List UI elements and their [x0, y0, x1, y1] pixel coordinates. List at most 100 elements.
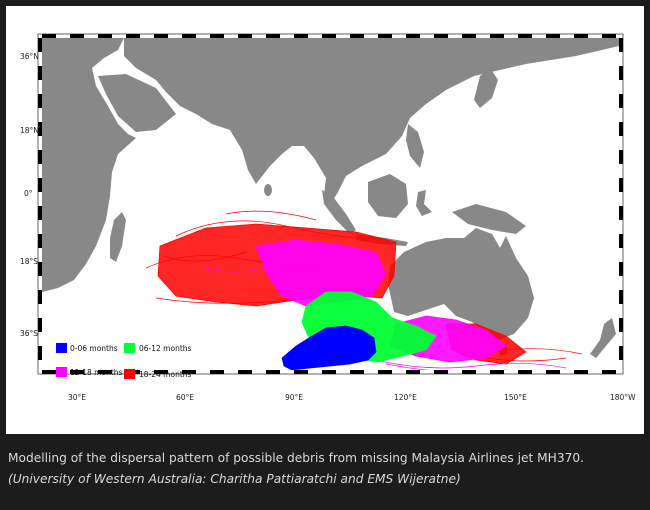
lat-tick-18s: 18°S: [20, 257, 38, 266]
philippines: [406, 124, 424, 168]
new-guinea: [452, 204, 526, 234]
legend-label-18-24: 18-24 months: [139, 370, 192, 379]
asia-landmass: [124, 38, 619, 202]
frame-segment: [38, 318, 42, 332]
frame-segment: [210, 34, 224, 38]
frame-segment: [518, 370, 532, 374]
frame-segment: [619, 94, 623, 108]
sumatra: [322, 190, 356, 234]
frame-segment: [560, 370, 574, 374]
frame-segment: [84, 34, 98, 38]
frame-segment: [518, 34, 532, 38]
frame-segment: [619, 122, 623, 136]
frame-segment: [38, 220, 42, 234]
frame-segment: [168, 370, 182, 374]
frame-segment: [38, 150, 42, 164]
frame-segment: [619, 304, 623, 318]
frame-segment: [619, 178, 623, 192]
frame-segment: [42, 34, 56, 38]
frame-segment: [616, 34, 619, 38]
frame-segment: [294, 34, 308, 38]
frame-segment: [602, 370, 616, 374]
frame-segment: [434, 370, 448, 374]
frame-segment: [619, 234, 623, 248]
frame-segment: [38, 122, 42, 136]
frame-segment: [224, 34, 238, 38]
madagascar: [110, 212, 126, 262]
frame-segment: [504, 370, 518, 374]
frame-segment: [266, 34, 280, 38]
frame-segment: [38, 262, 42, 276]
frame-segment: [38, 38, 42, 52]
frame-segment: [294, 370, 308, 374]
lon-tick-150e: 150°E: [504, 393, 527, 402]
debris-dispersal-map: 36°N 18°N 0° 18°S 36°S 30°E 60°E 90°E 12…: [20, 33, 636, 402]
frame-segment: [619, 192, 623, 206]
frame-segment: [238, 34, 252, 38]
frame-segment: [350, 370, 364, 374]
frame-segment: [280, 34, 294, 38]
caption-text: Modelling of the dispersal pattern of po…: [8, 451, 584, 465]
frame-segment: [38, 234, 42, 248]
legend-label-06-12: 06-12 months: [139, 344, 192, 353]
frame-segment: [280, 370, 294, 374]
frame-segment: [546, 370, 560, 374]
frame-segment: [38, 192, 42, 206]
frame-segment: [336, 34, 350, 38]
lon-tick-60e: 60°E: [176, 393, 194, 402]
frame-segment: [602, 34, 616, 38]
frame-segment: [38, 346, 42, 360]
frame-segment: [619, 220, 623, 234]
lat-tick-0: 0°: [24, 189, 33, 198]
frame-segment: [462, 34, 476, 38]
frame-segment: [490, 34, 504, 38]
frame-segment: [140, 34, 154, 38]
frame-segment: [182, 34, 196, 38]
lon-tick-90e: 90°E: [285, 393, 303, 402]
debris-0-06-months: [281, 325, 377, 370]
frame-segment: [70, 34, 84, 38]
frame-segment: [308, 34, 322, 38]
frame-segment: [378, 370, 392, 374]
lat-tick-36s: 36°S: [20, 329, 38, 338]
debris-12-18-months: [205, 239, 567, 370]
frame-segment: [112, 370, 126, 374]
legend-swatch-0-06: [56, 343, 67, 353]
legend-swatch-06-12: [124, 343, 135, 353]
lon-tick-30e: 30°E: [68, 393, 86, 402]
frame-segment: [448, 34, 462, 38]
frame-segment: [392, 370, 406, 374]
frame-segment: [126, 34, 140, 38]
frame-segment: [38, 290, 42, 304]
frame-segment: [619, 318, 623, 332]
frame-segment: [619, 150, 623, 164]
borneo: [368, 174, 408, 218]
frame-segment: [420, 34, 434, 38]
frame-segment: [70, 370, 84, 374]
frame-segment: [434, 34, 448, 38]
lat-tick-18n: 18°N: [20, 126, 39, 135]
frame-segment: [574, 34, 588, 38]
frame-segment: [238, 370, 252, 374]
frame-segment: [336, 370, 350, 374]
frame-segment: [616, 370, 619, 374]
frame-segment: [322, 34, 336, 38]
arabia-landmass: [98, 74, 176, 132]
frame-segment: [546, 34, 560, 38]
frame-segment: [619, 52, 623, 66]
frame-segment: [619, 80, 623, 94]
frame-segment: [619, 248, 623, 262]
frame-segment: [364, 370, 378, 374]
frame-segment: [619, 108, 623, 122]
frame-segment: [210, 370, 224, 374]
frame-segment: [532, 370, 546, 374]
frame-segment: [38, 66, 42, 80]
frame-segment: [619, 206, 623, 220]
frame-segment: [574, 370, 588, 374]
legend-swatch-12-18: [56, 367, 67, 377]
frame-segment: [588, 370, 602, 374]
frame-segment: [38, 94, 42, 108]
frame-segment: [38, 136, 42, 150]
frame-segment: [140, 370, 154, 374]
legend-swatch-18-24: [124, 369, 135, 379]
